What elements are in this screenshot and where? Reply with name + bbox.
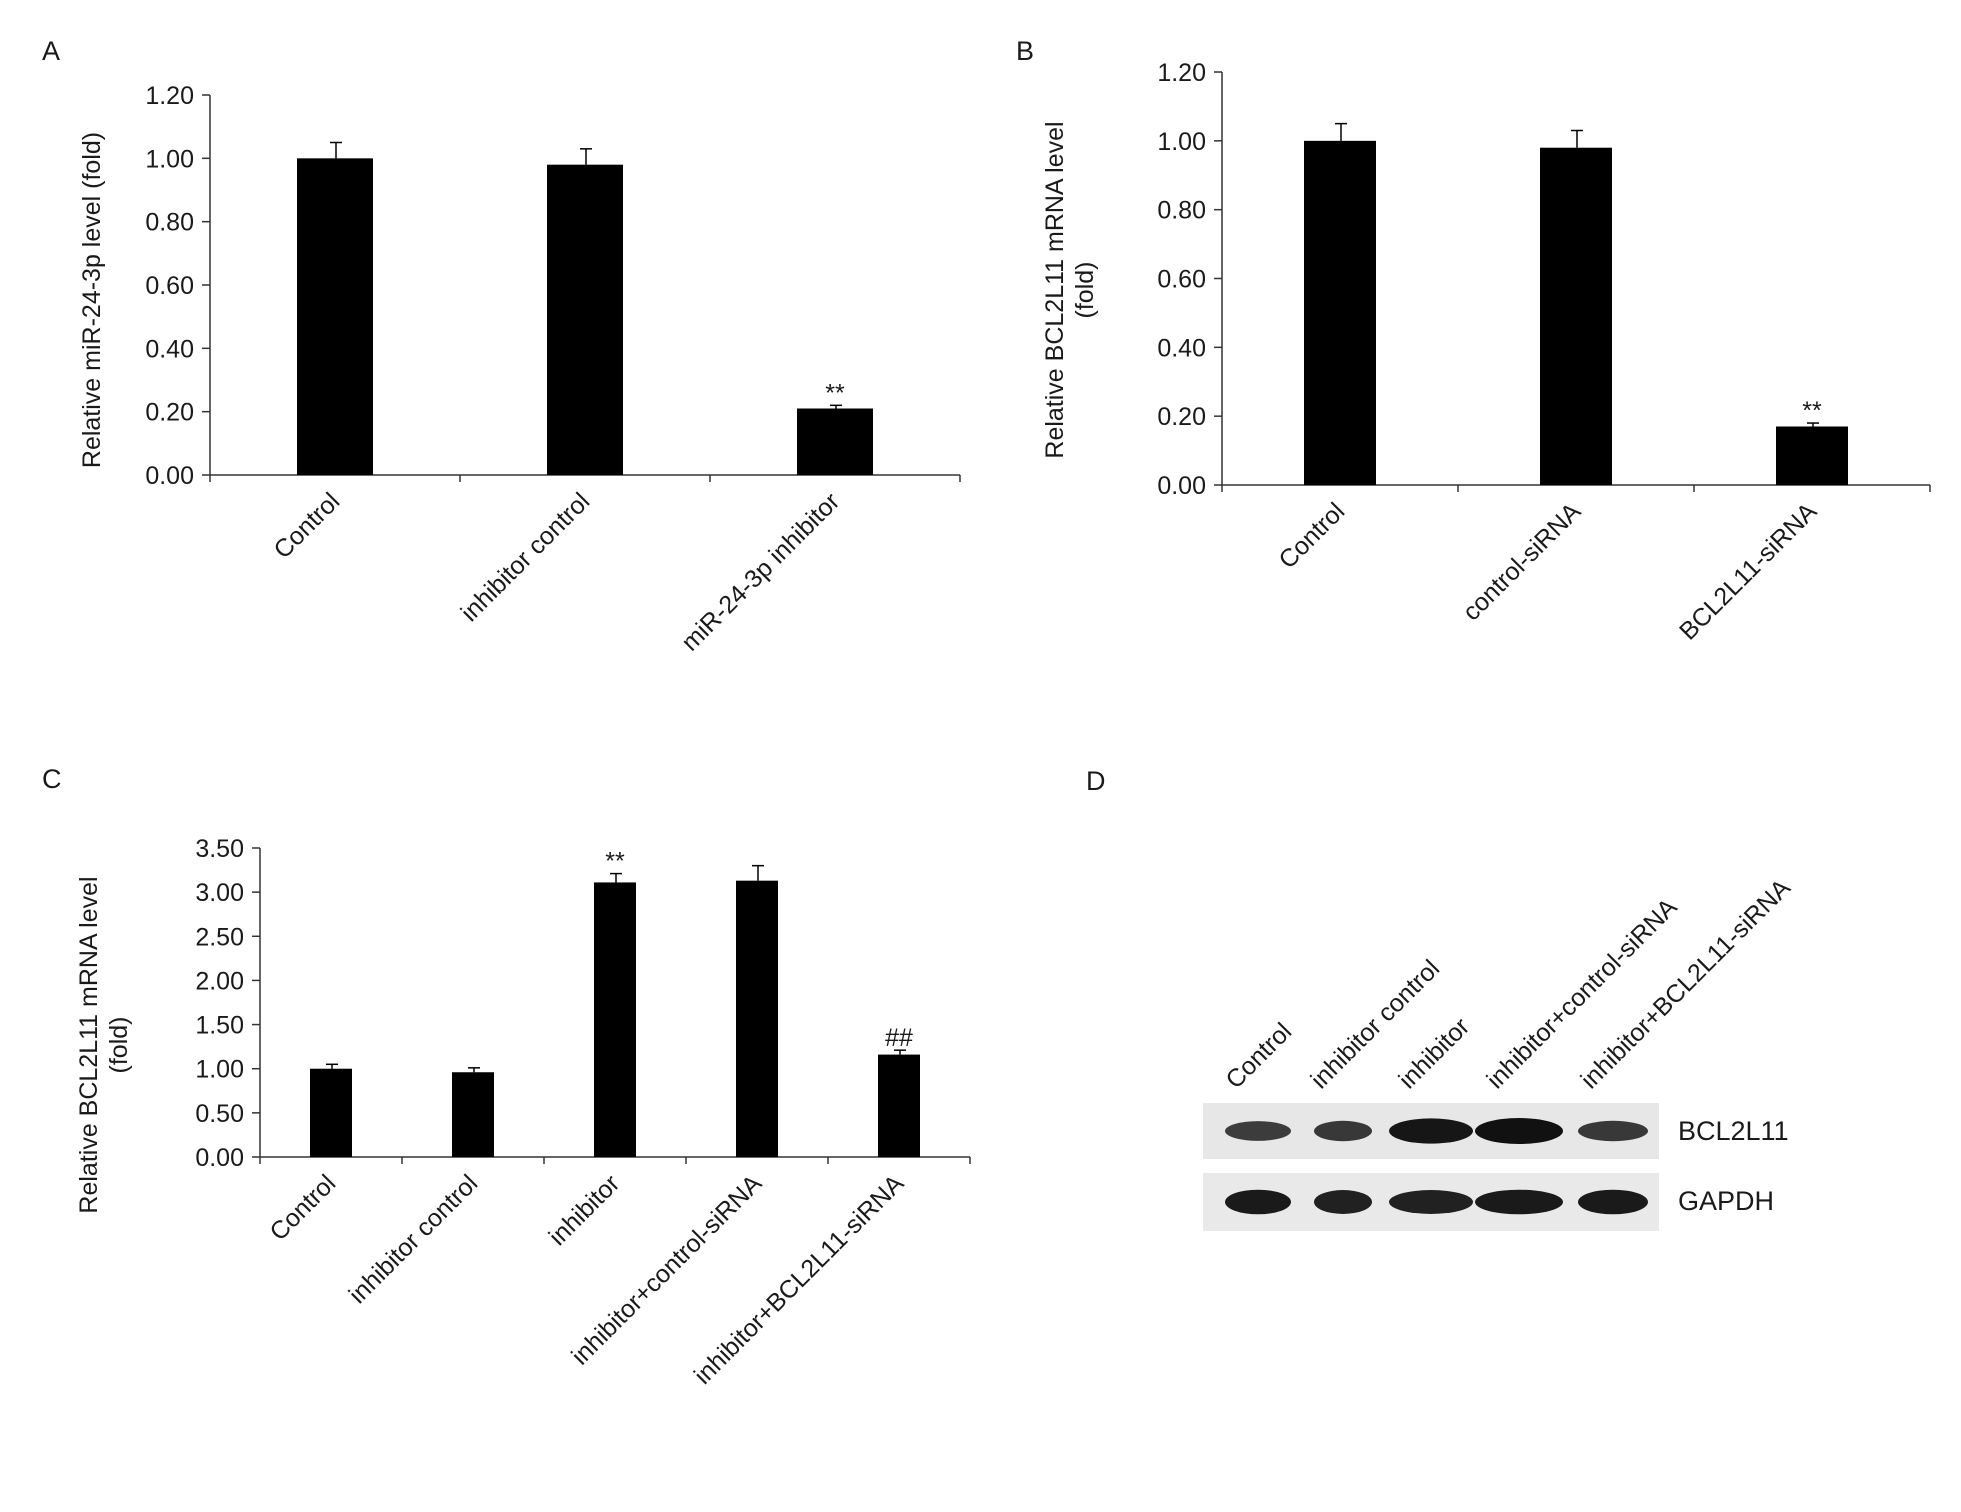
chart-b-category-label: control-siRNA xyxy=(1457,497,1586,626)
blot-row-label-bcl2l11: BCL2L11 xyxy=(1678,1116,1789,1146)
chart-a-y-axis-title: Relative miR-24-3p level (fold) xyxy=(78,132,106,468)
chart-a-y-tick-label: 0.80 xyxy=(145,209,194,237)
chart-c-significance-mark: ## xyxy=(885,1024,913,1052)
blot-lane-label: Control xyxy=(1220,1017,1297,1094)
blot-band-gapdh xyxy=(1475,1189,1563,1215)
chart-b-y-tick-label: 1.00 xyxy=(1157,128,1206,156)
blot-band-bcl2l11 xyxy=(1475,1118,1563,1144)
chart-c-y-tick-label: 2.00 xyxy=(195,967,244,995)
chart-a-category-label: miR-24-3p inhibitor xyxy=(676,487,845,656)
panel-label-d: D xyxy=(1086,766,1106,796)
blot-band-gapdh xyxy=(1389,1190,1473,1214)
chart-c-y-axis-title: (fold) xyxy=(105,1017,133,1074)
panel-label-a: A xyxy=(42,36,60,66)
chart-a-y-tick-label: 0.20 xyxy=(145,399,194,427)
chart-b-bar xyxy=(1540,147,1612,485)
panel-label-b: B xyxy=(1016,36,1034,66)
blot-band-bcl2l11 xyxy=(1225,1121,1291,1141)
blot-bands xyxy=(1225,1118,1648,1215)
chart-b-bar xyxy=(1776,426,1848,485)
chart-a-y-tick-label: 0.40 xyxy=(145,335,194,363)
chart-c-category-label: inhibitor xyxy=(544,1169,626,1251)
chart-a-category-label: inhibitor control xyxy=(456,487,596,627)
chart-c-y-axis-title: Relative BCL2L11 mRNA level xyxy=(75,876,103,1213)
blot-band-gapdh xyxy=(1314,1190,1372,1214)
blot-lane-label: inhibitor xyxy=(1393,1013,1475,1095)
blot-band-bcl2l11 xyxy=(1314,1120,1372,1142)
chart-c-category-label: inhibitor control xyxy=(344,1169,484,1309)
chart-a-bar xyxy=(547,164,623,475)
chart-b-y-tick-label: 0.00 xyxy=(1157,472,1206,500)
chart-b-y-axis-title: (fold) xyxy=(1071,262,1099,319)
chart-c-bar xyxy=(310,1068,352,1157)
chart-b-bar xyxy=(1304,140,1376,486)
chart-b-y-tick-label: 0.60 xyxy=(1157,266,1206,294)
chart-c-y-tick-label: 1.00 xyxy=(195,1056,244,1084)
chart-a-bar xyxy=(297,158,373,476)
chart-panel-a: 0.00 0.20 0.40 0.60 0.80 1.00 1.20 Control inhib… xyxy=(78,82,961,657)
chart-c-y-tick-label: 0.50 xyxy=(195,1100,244,1128)
chart-b-y-axis-title: Relative BCL2L11 mRNA level xyxy=(1041,121,1069,458)
chart-c-y-tick-label: 2.50 xyxy=(195,923,244,951)
chart-c-significance-mark: ** xyxy=(605,848,625,876)
blot-band-gapdh xyxy=(1578,1189,1648,1215)
chart-b-category-label: BCL2L11-siRNA xyxy=(1674,497,1822,645)
blot-band-bcl2l11 xyxy=(1389,1118,1473,1144)
chart-c-y-tick-label: 3.50 xyxy=(195,835,244,863)
chart-a-y-tick-label: 0.00 xyxy=(145,462,194,490)
blot-band-gapdh xyxy=(1225,1189,1291,1215)
chart-b-y-tick-label: 1.20 xyxy=(1157,59,1206,87)
chart-a-y-tick-label: 1.20 xyxy=(145,82,194,110)
chart-c-y-tick-label: 1.50 xyxy=(195,1012,244,1040)
chart-c-bar xyxy=(736,880,778,1157)
blot-band-bcl2l11 xyxy=(1578,1120,1648,1142)
panel-label-c: C xyxy=(42,764,62,794)
chart-b-y-tick-label: 0.80 xyxy=(1157,197,1206,225)
chart-c-bar xyxy=(878,1054,920,1157)
chart-a-significance-mark: ** xyxy=(825,379,845,407)
chart-c-category-label: Control xyxy=(264,1169,341,1246)
blot-lane-label: inhibitor+control-siRNA xyxy=(1481,893,1682,1094)
chart-b-y-tick-label: 0.20 xyxy=(1157,403,1206,431)
chart-c-y-tick-label: 3.00 xyxy=(195,879,244,907)
chart-c-y-tick-label: 0.00 xyxy=(195,1144,244,1172)
chart-a-y-tick-label: 0.60 xyxy=(145,272,194,300)
chart-a-bar xyxy=(797,408,873,475)
chart-c-bar xyxy=(594,882,636,1157)
chart-panel-b: 0.00 0.20 0.40 0.60 0.80 1.00 1.20 Control contr… xyxy=(1041,59,1931,646)
chart-b-significance-mark: ** xyxy=(1802,397,1822,425)
chart-c-bar xyxy=(452,1072,494,1157)
blot-row-label-gapdh: GAPDH xyxy=(1678,1186,1774,1216)
chart-a-y-tick-label: 1.00 xyxy=(145,145,194,173)
chart-a-category-label: Control xyxy=(268,487,345,564)
chart-b-y-tick-label: 0.40 xyxy=(1157,334,1206,362)
chart-b-category-label: Control xyxy=(1273,497,1350,574)
